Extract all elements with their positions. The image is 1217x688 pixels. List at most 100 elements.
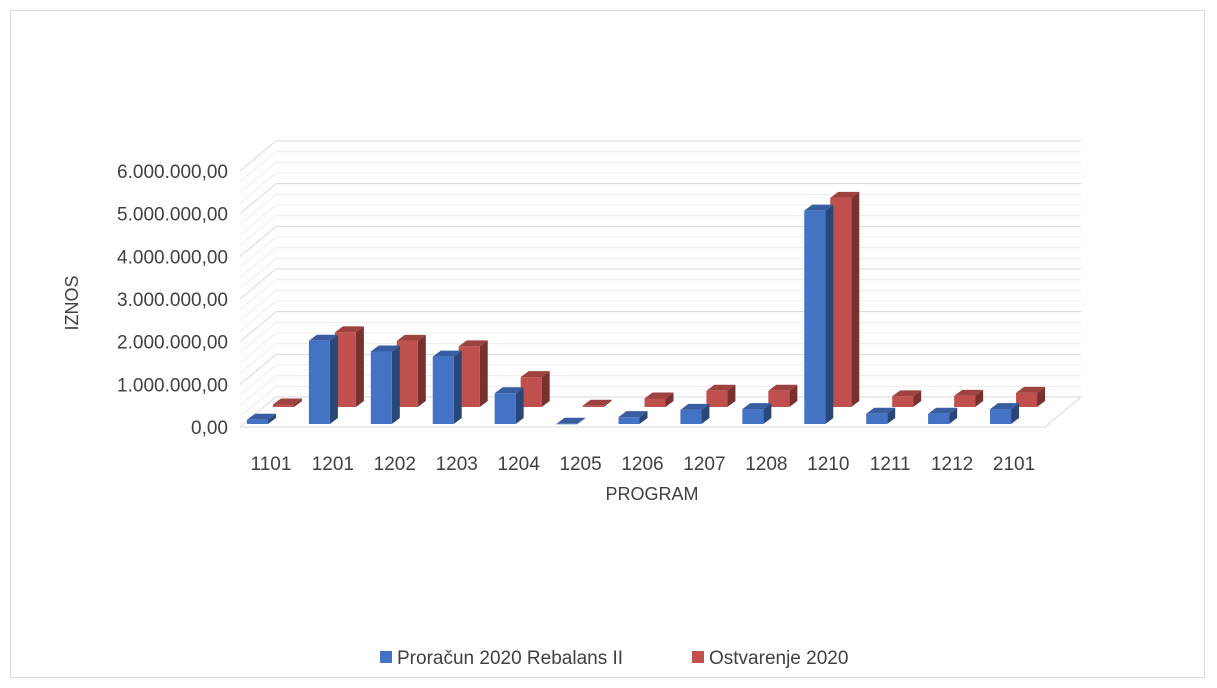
bar-proracun-1101 [246, 413, 276, 424]
bar-front [928, 413, 950, 424]
bar-top [370, 345, 400, 352]
bar-side [267, 413, 276, 424]
x-axis-title: PROGRAM [605, 484, 698, 504]
bar-side [949, 407, 958, 424]
gridline-side [239, 364, 277, 396]
bar-proracun-1204 [494, 387, 524, 424]
x-tick-label: 2101 [993, 454, 1035, 475]
bar-top [618, 411, 648, 418]
bar-proracun-1206 [618, 411, 648, 424]
bar-top [830, 191, 860, 198]
bars [246, 191, 1046, 425]
x-axis-ticks: 1101 1201 1202 1203 1204 1205 1206 1207 1208 1210… [251, 454, 1036, 475]
bar-ostvarenje-1205 [582, 399, 612, 407]
bar-side [887, 407, 896, 424]
gridline-side [239, 225, 277, 257]
bar-front [556, 423, 578, 425]
bar-front [680, 409, 702, 424]
bar-front [308, 340, 330, 424]
y-tick-label: 1.000.000,00 [117, 375, 228, 396]
x-tick-label: 1212 [931, 454, 973, 475]
bar-proracun-1203 [432, 350, 462, 424]
bar-front [866, 413, 888, 424]
bar-front [582, 405, 604, 407]
bar-front [990, 409, 1012, 424]
x-tick-label: 1203 [436, 454, 478, 475]
gridline-side [239, 396, 277, 428]
bar-proracun-1202 [370, 345, 400, 424]
bar-side [1011, 403, 1020, 424]
gridline-side [239, 140, 277, 172]
bar-top [954, 389, 984, 396]
bar-front [370, 351, 392, 424]
bar-side [825, 204, 834, 424]
x-tick-label: 1101 [251, 454, 292, 475]
bar-side [355, 326, 364, 407]
bar-side [789, 384, 798, 407]
y-tick-label: 6.000.000,00 [117, 162, 228, 183]
gridline-side [239, 193, 277, 225]
bar-side [913, 390, 922, 407]
bar-top [458, 340, 488, 347]
bar-top [334, 326, 364, 333]
x-tick-label: 1201 [312, 454, 354, 475]
gridline-side [239, 151, 277, 183]
bar-side [701, 403, 710, 424]
x-tick-label: 1204 [498, 454, 541, 475]
gridline-side [239, 268, 277, 300]
floor-right [1044, 396, 1082, 428]
legend-swatch-budget [380, 651, 392, 663]
bar-ostvarenje-1210 [830, 191, 860, 407]
bar-side [577, 417, 586, 424]
bar-side [851, 191, 860, 407]
bar-top [928, 407, 958, 414]
gridline-side [239, 215, 277, 247]
bar-top [556, 417, 586, 424]
bar-side [665, 392, 674, 407]
bar-top [892, 390, 922, 397]
bar-side [515, 387, 524, 424]
bar-proracun-1205 [556, 417, 586, 425]
bar-side [763, 403, 772, 424]
bar-front [432, 356, 454, 424]
bar-top [768, 384, 798, 391]
bar-side [417, 334, 426, 407]
bar-side [1037, 386, 1046, 407]
gridline-side [239, 332, 277, 364]
y-axis-ticks: 0,00 1.000.000,00 2.000.000,00 3.000.000,00… [117, 162, 228, 439]
legend-label-budget: Proračun 2020 Rebalans II [397, 648, 623, 669]
y-tick-label: 4.000.000,00 [117, 247, 228, 268]
bar-top [520, 371, 550, 378]
bar-front [644, 398, 666, 407]
gridline-side [239, 204, 277, 236]
bar-side [603, 399, 612, 407]
bar-front [706, 390, 728, 407]
gridline-side [239, 311, 277, 343]
bar-front [768, 390, 790, 407]
gridline-side [239, 172, 277, 204]
y-tick-label: 0,00 [191, 418, 228, 439]
bar-proracun-1210 [804, 204, 834, 424]
gridline-side [239, 257, 277, 289]
x-tick-label: 1210 [807, 454, 849, 475]
x-tick-label: 1211 [870, 454, 911, 475]
gridline-side [239, 385, 277, 417]
x-tick-label: 1208 [745, 454, 787, 475]
bar-top [742, 403, 772, 410]
bar-front [458, 346, 480, 407]
bar-top [246, 413, 276, 420]
gridlines [239, 140, 1082, 428]
gridline-side [239, 353, 277, 385]
legend-label-realization: Ostvarenje 2020 [709, 648, 848, 669]
y-tick-label: 2.000.000,00 [117, 333, 228, 354]
bar-top [582, 399, 612, 406]
bar-front [334, 332, 356, 407]
y-tick-label: 5.000.000,00 [117, 205, 228, 226]
bar-top [644, 392, 674, 399]
gridline-side [239, 183, 277, 215]
gridline-side [239, 161, 277, 193]
bar-proracun-1212 [928, 407, 958, 424]
bar-front [892, 396, 914, 407]
bar-proracun-2101 [990, 403, 1020, 424]
